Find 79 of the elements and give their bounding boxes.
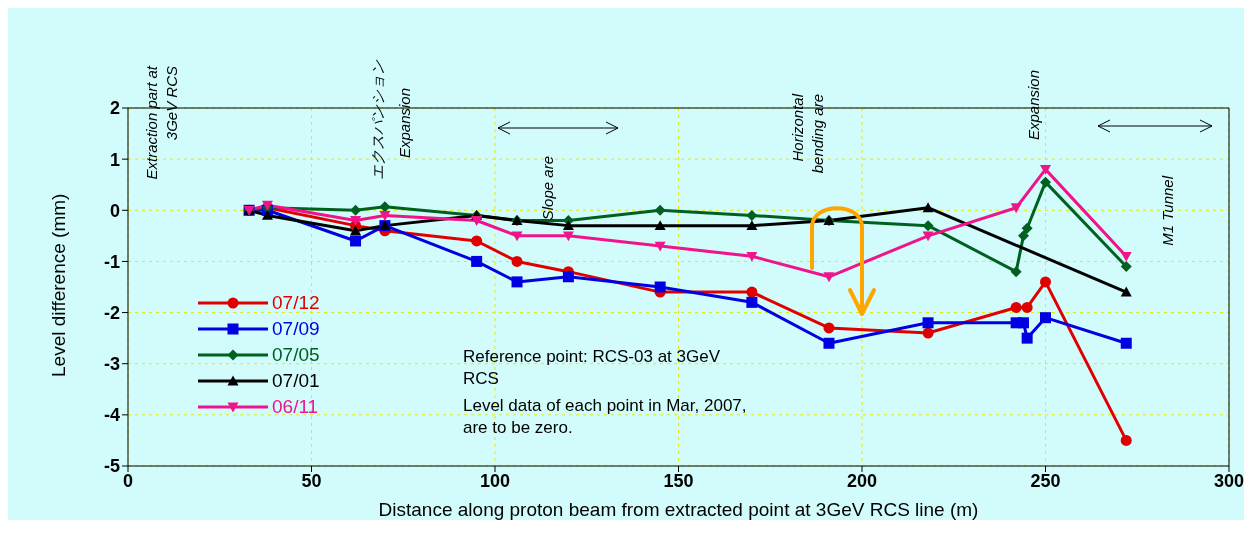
point [823,337,835,349]
point [1120,434,1132,446]
point [471,235,483,247]
point [922,327,934,339]
point [562,231,574,242]
annotation: Slope are [538,156,557,223]
y-tick-label: 1 [109,149,120,170]
point [562,220,574,231]
point [350,225,362,236]
legend-label: 07/05 [272,344,320,366]
point [1040,276,1051,288]
point [350,204,362,216]
point [1120,261,1132,273]
annotation: Extraction part at 3GeV RCS [142,66,181,182]
point [1010,266,1022,278]
y-tick-label: -1 [103,251,120,272]
legend-label: 06/11 [272,396,319,418]
legend-label: 07/09 [272,318,320,340]
point [746,220,758,231]
point [1021,301,1033,313]
point [261,209,273,220]
point [654,220,666,231]
point [1021,332,1033,344]
point [511,231,523,242]
point [1040,312,1051,324]
y-axis-title: Level difference (mm) [47,193,69,377]
point [654,204,666,216]
point [654,241,666,252]
point [823,322,835,334]
y-tick-label: 2 [109,98,120,119]
y-tick-label: -3 [103,354,120,375]
point [562,271,574,283]
legend-label: 07/01 [272,370,320,392]
point [1017,317,1029,329]
annotation: エクスパンション [368,60,387,180]
point [471,255,483,267]
point [746,296,758,308]
annotation: Expansion [1024,70,1043,143]
y-tick-label: -5 [103,456,120,477]
point [350,216,362,227]
point [654,281,666,293]
point [1120,337,1132,349]
legend-label: 07/12 [272,292,320,314]
y-tick-label: -4 [103,405,120,426]
point [1040,176,1051,188]
point [1120,286,1132,297]
x-tick-label: 300 [1213,470,1245,491]
x-tick-label: 250 [1030,470,1061,491]
point [1021,222,1033,234]
point [922,231,934,242]
x-tick-label: 50 [301,470,322,491]
point [746,251,758,262]
x-tick-label: 0 [122,470,134,491]
x-tick-label: 100 [479,470,511,491]
point [922,317,934,329]
annotation: Reference point: RCS-03 at 3GeV RCS [463,347,721,388]
x-axis-title: Distance along proton beam from extracted point at 3GeV RCS line (m) [378,499,979,520]
x-tick-label: 150 [663,470,694,491]
point [471,216,483,227]
point [823,272,835,283]
point [350,235,362,247]
point [511,255,523,267]
point [379,211,391,221]
point [1040,164,1051,175]
annotation: Horizontal bending are [788,94,827,176]
point [1010,301,1022,313]
point [746,286,758,298]
annotation: Expansion [395,88,414,161]
annotation: Level data of each point in Mar, 2007, are to be zero. [463,396,747,437]
point [511,276,523,288]
y-tick-label: 0 [109,200,120,221]
point [1010,203,1022,214]
x-tick-label: 200 [846,470,878,491]
point [1120,251,1132,262]
point [922,202,934,213]
point [1017,230,1029,242]
annotation: M1 Tunnel [1158,176,1177,248]
point [746,209,758,221]
y-tick-label: -2 [103,302,120,323]
